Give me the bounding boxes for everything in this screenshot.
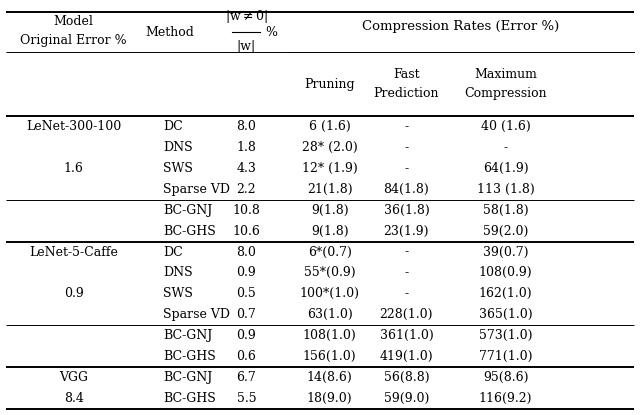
Text: -: - — [504, 141, 508, 154]
Text: 0.5: 0.5 — [237, 287, 256, 300]
Text: Model: Model — [54, 15, 93, 28]
Text: VGG: VGG — [59, 371, 88, 384]
Text: %: % — [266, 26, 278, 39]
Text: 10.6: 10.6 — [232, 225, 260, 238]
Text: 95(8.6): 95(8.6) — [483, 371, 529, 384]
Text: BC-GNJ: BC-GNJ — [163, 371, 212, 384]
Text: 6 (1.6): 6 (1.6) — [308, 120, 351, 133]
Text: BC-GHS: BC-GHS — [163, 392, 216, 405]
Text: DNS: DNS — [163, 141, 193, 154]
Text: 84(1.8): 84(1.8) — [383, 183, 429, 196]
Text: 1.6: 1.6 — [63, 162, 84, 175]
Text: 9(1.8): 9(1.8) — [311, 225, 348, 238]
Text: 361(1.0): 361(1.0) — [380, 329, 433, 342]
Text: 771(1.0): 771(1.0) — [479, 350, 532, 363]
Text: Compression: Compression — [464, 87, 547, 100]
Text: DC: DC — [163, 246, 183, 259]
Text: BC-GHS: BC-GHS — [163, 225, 216, 238]
Text: LeNet-300-100: LeNet-300-100 — [26, 120, 121, 133]
Text: -: - — [404, 266, 408, 279]
Text: Prediction: Prediction — [374, 87, 439, 100]
Text: -: - — [404, 246, 408, 259]
Text: 4.3: 4.3 — [236, 162, 257, 175]
Text: 2.2: 2.2 — [237, 183, 256, 196]
Text: 0.9: 0.9 — [237, 329, 256, 342]
Text: 64(1.9): 64(1.9) — [483, 162, 529, 175]
Text: 6.7: 6.7 — [237, 371, 256, 384]
Text: 108(1.0): 108(1.0) — [303, 329, 356, 342]
Text: 113 (1.8): 113 (1.8) — [477, 183, 534, 196]
Text: -: - — [404, 287, 408, 300]
Text: Fast: Fast — [393, 68, 420, 81]
Text: 21(1.8): 21(1.8) — [307, 183, 353, 196]
Text: 162(1.0): 162(1.0) — [479, 287, 532, 300]
Text: 55*(0.9): 55*(0.9) — [304, 266, 355, 279]
Text: 40 (1.6): 40 (1.6) — [481, 120, 531, 133]
Text: 156(1.0): 156(1.0) — [303, 350, 356, 363]
Text: SWS: SWS — [163, 162, 193, 175]
Text: Sparse VD: Sparse VD — [163, 308, 230, 321]
Text: 23(1.9): 23(1.9) — [383, 225, 429, 238]
Text: SWS: SWS — [163, 287, 193, 300]
Text: 14(8.6): 14(8.6) — [307, 371, 353, 384]
Text: 56(8.8): 56(8.8) — [383, 371, 429, 384]
Text: -: - — [404, 141, 408, 154]
Text: 39(0.7): 39(0.7) — [483, 246, 529, 259]
Text: 0.7: 0.7 — [237, 308, 256, 321]
Text: 0.9: 0.9 — [64, 287, 83, 300]
Text: 28* (2.0): 28* (2.0) — [301, 141, 358, 154]
Text: 228(1.0): 228(1.0) — [380, 308, 433, 321]
Text: -: - — [404, 120, 408, 133]
Text: BC-GHS: BC-GHS — [163, 350, 216, 363]
Text: DNS: DNS — [163, 266, 193, 279]
Text: 59(9.0): 59(9.0) — [384, 392, 429, 405]
Text: Method: Method — [145, 26, 194, 39]
Text: 8.0: 8.0 — [236, 120, 257, 133]
Text: 419(1.0): 419(1.0) — [380, 350, 433, 363]
Text: 59(2.0): 59(2.0) — [483, 225, 528, 238]
Text: BC-GNJ: BC-GNJ — [163, 329, 212, 342]
Text: Pruning: Pruning — [304, 78, 355, 90]
Text: 63(1.0): 63(1.0) — [307, 308, 353, 321]
Text: 9(1.8): 9(1.8) — [311, 204, 348, 217]
Text: 0.9: 0.9 — [237, 266, 256, 279]
Text: 36(1.8): 36(1.8) — [383, 204, 429, 217]
Text: DC: DC — [163, 120, 183, 133]
Text: 8.4: 8.4 — [63, 392, 84, 405]
Text: -: - — [404, 162, 408, 175]
Text: 0.6: 0.6 — [236, 350, 257, 363]
Text: 116(9.2): 116(9.2) — [479, 392, 532, 405]
Text: 58(1.8): 58(1.8) — [483, 204, 529, 217]
Text: BC-GNJ: BC-GNJ — [163, 204, 212, 217]
Text: 18(9.0): 18(9.0) — [307, 392, 353, 405]
Text: 573(1.0): 573(1.0) — [479, 329, 532, 342]
Text: 108(0.9): 108(0.9) — [479, 266, 532, 279]
Text: 8.0: 8.0 — [236, 246, 257, 259]
Text: Compression Rates (Error %): Compression Rates (Error %) — [362, 20, 559, 34]
Text: 6*(0.7): 6*(0.7) — [308, 246, 351, 259]
Text: 100*(1.0): 100*(1.0) — [300, 287, 360, 300]
Text: Maximum: Maximum — [474, 68, 537, 81]
Text: 365(1.0): 365(1.0) — [479, 308, 532, 321]
Text: Original Error %: Original Error % — [20, 34, 127, 47]
Text: |w|: |w| — [237, 39, 256, 53]
Text: 1.8: 1.8 — [236, 141, 257, 154]
Text: |w$\neq$0|: |w$\neq$0| — [225, 8, 268, 24]
Text: 5.5: 5.5 — [237, 392, 256, 405]
Text: 10.8: 10.8 — [232, 204, 260, 217]
Text: LeNet-5-Caffe: LeNet-5-Caffe — [29, 246, 118, 259]
Text: 12* (1.9): 12* (1.9) — [301, 162, 358, 175]
Text: Sparse VD: Sparse VD — [163, 183, 230, 196]
